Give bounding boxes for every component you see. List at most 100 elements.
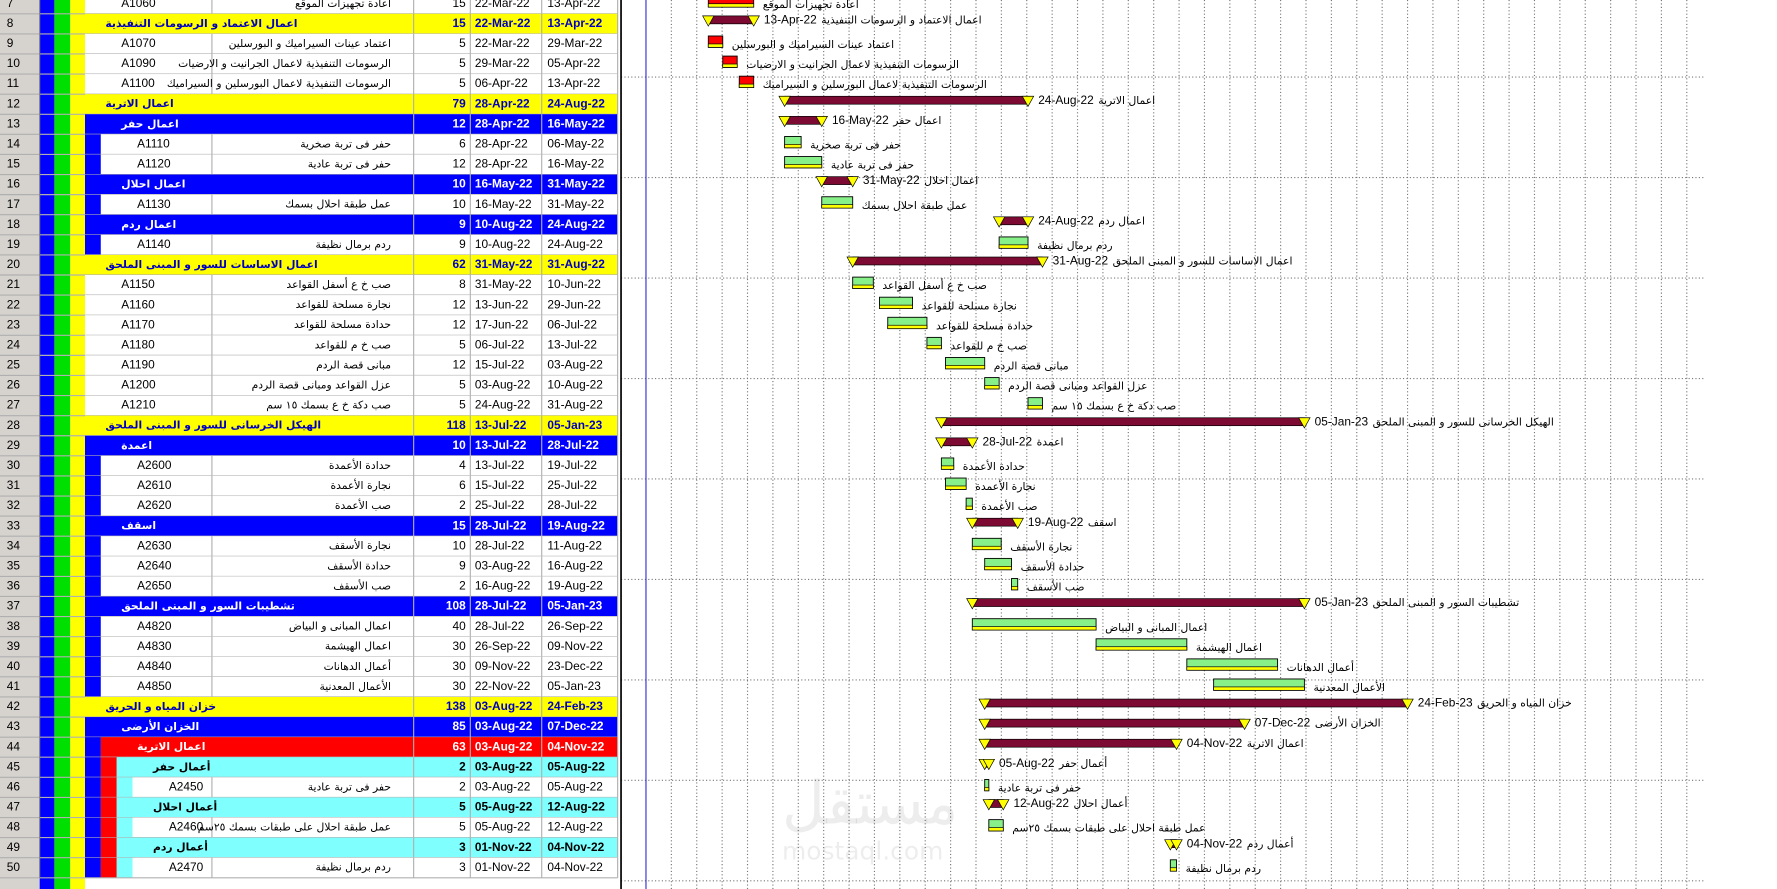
activity-row (100, 194, 618, 215)
bar-finish: 12-Aug-22 (1013, 796, 1069, 810)
activity-name: اعادة تجهيزات الموقع (295, 0, 391, 10)
row-number: 36 (7, 579, 21, 593)
finish-date: 26-Sep-22 (547, 619, 603, 633)
start-date: 26-Sep-22 (475, 639, 531, 653)
duration: 138 (446, 699, 466, 713)
outline-strip (84, 656, 101, 677)
activity-row (100, 134, 618, 155)
row-number: 25 (7, 358, 21, 372)
duration: 5 (459, 76, 466, 90)
wbs-row (84, 214, 618, 235)
row-number: 29 (7, 438, 21, 452)
activity-bar-baseline (1186, 666, 1278, 671)
bar-name: اعمال الاساسات للسور و المبنى الملحق (1113, 255, 1293, 268)
activity-name: عمل طبقة احلال على طبقات بسمك ٢٥سم (198, 821, 391, 834)
duration: 85 (453, 719, 467, 733)
outline-strip (84, 676, 101, 697)
summary-end (1170, 839, 1183, 851)
row-number: 26 (7, 378, 21, 392)
wbs-name: خزان المياه و الحريق (105, 700, 216, 713)
outline-strip (100, 837, 117, 858)
activity-id: A2640 (137, 558, 172, 572)
bar-label: صب الأعمدة (981, 499, 1037, 513)
activity-name: نجارة الأعمدة (331, 478, 391, 492)
bar-label: 07-Dec-22 الخزان الأرضى (1255, 716, 1381, 730)
finish-date: 05-Apr-22 (547, 56, 600, 70)
finish-date: 24-Aug-22 (547, 96, 605, 110)
row-number: 7 (7, 0, 14, 10)
bar-finish: 04-Nov-22 (1187, 736, 1243, 750)
start-date: 15-Jul-22 (475, 358, 525, 372)
summary-end (1011, 517, 1024, 530)
activity-row (84, 355, 618, 376)
bar-label: 04-Nov-22 اعمال الاترية (1187, 736, 1304, 750)
activity-bar-baseline (1027, 405, 1043, 410)
duration: 62 (453, 257, 467, 271)
summary-end (978, 698, 991, 710)
start-date: 24-Aug-22 (475, 398, 531, 412)
start-date: 28-Jul-22 (475, 518, 527, 532)
row-number: 22 (7, 297, 21, 311)
wbs-row (100, 737, 618, 758)
activity-name: صب خ ع أسفل القواعد (286, 277, 391, 291)
duration: 2 (459, 498, 466, 512)
finish-date: 16-May-22 (547, 157, 604, 171)
row-number: 13 (7, 116, 21, 130)
outline-strip (84, 556, 101, 577)
finish-date: 13-Apr-22 (547, 76, 600, 90)
duration: 9 (459, 558, 466, 572)
activity-row (84, 375, 618, 396)
outline-strip (100, 857, 117, 878)
bar-label: صب خ ع أسفل القواعد (882, 278, 987, 292)
wbs-name: الخزان الأرضى (121, 720, 199, 733)
activity-id: A1210 (121, 398, 156, 412)
activity-bar-baseline (998, 244, 1029, 249)
wbs-row (84, 435, 618, 456)
activity-bar-baseline (971, 626, 1097, 631)
start-date: 03-Aug-22 (475, 739, 533, 753)
activity-row (84, 295, 618, 316)
summary-end (1021, 216, 1035, 228)
start-date: 28-Apr-22 (475, 157, 528, 171)
activity-bar-baseline (707, 3, 755, 8)
activity-bar-baseline (852, 284, 874, 289)
bar-name: أعمال ردم (1247, 836, 1294, 850)
activity-bar-baseline (941, 465, 955, 470)
activity-name: حدادة مسلحة للقواعد (294, 318, 391, 331)
activity-bar-baseline (722, 63, 738, 68)
bar-label: عمل طبقة احلال بسمك (862, 199, 968, 212)
activity-name: حدادة الأعمدة (329, 458, 391, 472)
activity-id: A1130 (137, 197, 171, 211)
activity-row (100, 536, 618, 557)
bar-name: اعمال الاترية (1098, 94, 1155, 107)
bar-label: اعمال المبانى و البياض (1105, 621, 1207, 634)
activity-id: A1140 (137, 237, 171, 251)
bar-label: حفر فى تربة صخرية (810, 139, 901, 152)
summary-end (846, 256, 859, 268)
wbs-name: اسقف (121, 519, 156, 532)
bar-finish: 24-Aug-22 (1038, 214, 1094, 228)
activity-name: ردم برمال نظيفة (316, 861, 391, 874)
row-number: 38 (7, 619, 21, 633)
row-number: 43 (7, 719, 21, 733)
bar-name: اعمدة (1037, 435, 1064, 448)
summary-end (966, 598, 979, 610)
finish-date: 04-Nov-22 (547, 860, 603, 874)
duration: 30 (453, 639, 467, 653)
row-number: 27 (7, 398, 21, 412)
wbs-name: الهيكل الخرسانى للسور و المبنى الملحق (105, 419, 321, 432)
outline-strip (100, 817, 117, 838)
finish-date: 23-Dec-22 (547, 659, 603, 673)
finish-date: 05-Jan-23 (547, 418, 602, 432)
activity-id: A2450 (169, 780, 204, 794)
bar-label: 24-Feb-23 خزان المياه و الحريق (1418, 696, 1572, 710)
bar-name: اعمال حفر (892, 114, 941, 127)
activity-name: عزل القواعد ومبانى قصة الردم (252, 379, 391, 392)
duration: 30 (453, 679, 467, 693)
duration: 3 (459, 860, 466, 874)
summary-end (935, 417, 948, 429)
duration: 3 (459, 840, 466, 854)
bar-label: ردم برمال نظيفة (1186, 862, 1261, 875)
activity-bar-baseline (965, 505, 973, 510)
